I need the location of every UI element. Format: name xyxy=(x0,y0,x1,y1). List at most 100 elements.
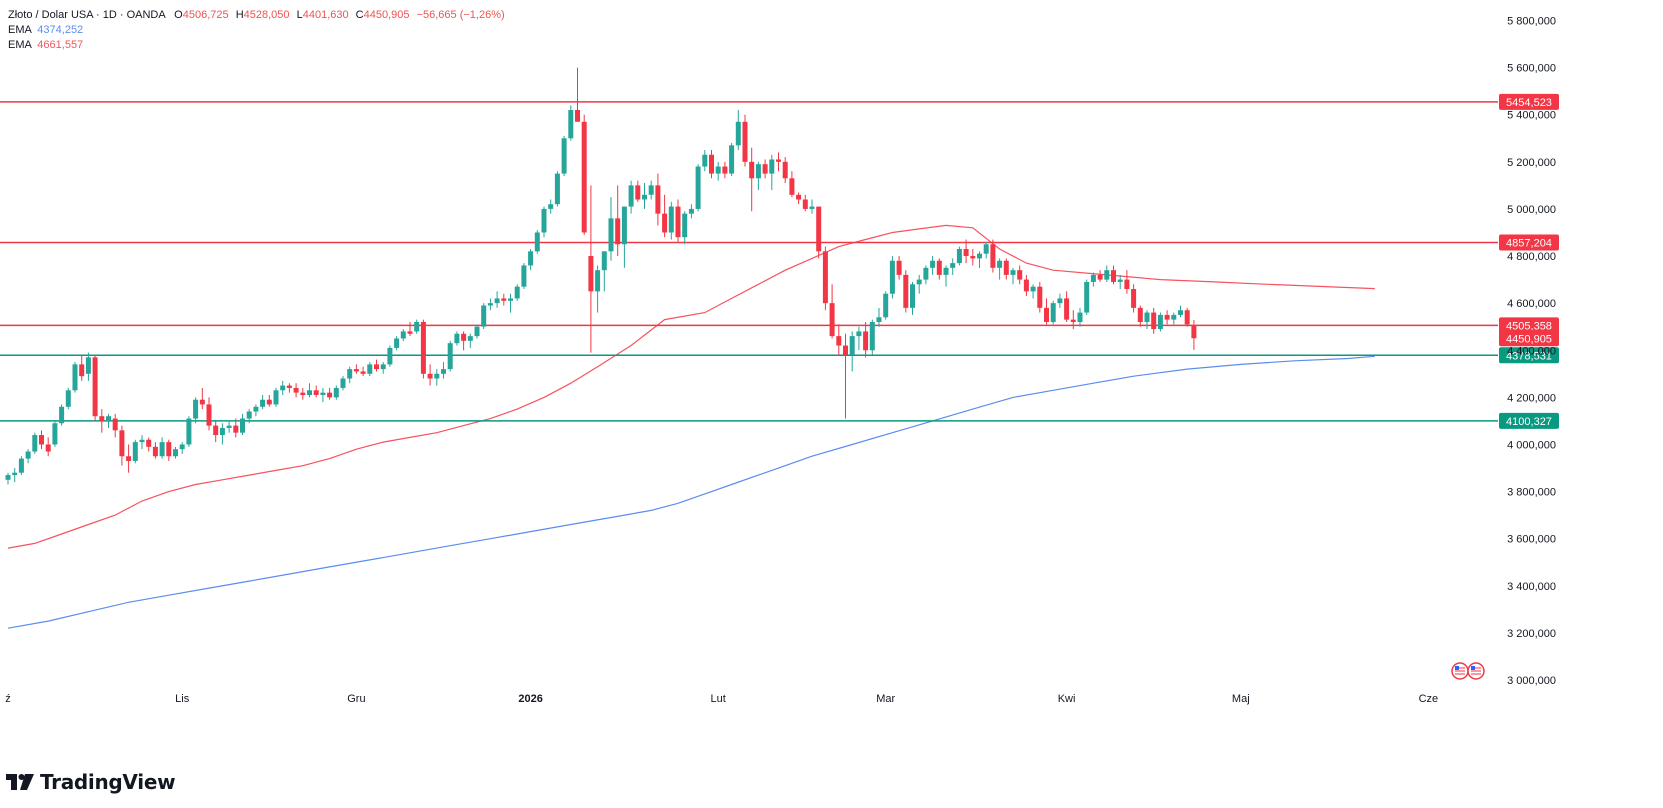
candle-body[interactable] xyxy=(1070,319,1076,322)
candle-body[interactable] xyxy=(782,161,788,179)
candle-body[interactable] xyxy=(286,385,292,388)
candle-body[interactable] xyxy=(1003,260,1009,275)
candle-body[interactable] xyxy=(568,110,574,139)
candle-body[interactable] xyxy=(474,326,480,337)
candle-body[interactable] xyxy=(253,406,259,412)
candle-body[interactable] xyxy=(702,154,708,167)
candle-body[interactable] xyxy=(776,159,781,162)
candle-body[interactable] xyxy=(802,199,808,209)
candle-body[interactable] xyxy=(675,206,681,238)
candle-body[interactable] xyxy=(447,343,453,370)
candle-body[interactable] xyxy=(467,336,473,341)
candle-body[interactable] xyxy=(199,399,205,405)
candle-body[interactable] xyxy=(548,204,554,209)
candle-body[interactable] xyxy=(755,164,761,179)
candle-body[interactable] xyxy=(112,418,118,431)
candle-body[interactable] xyxy=(1050,303,1056,322)
candle-body[interactable] xyxy=(353,369,359,372)
candle-body[interactable] xyxy=(1030,286,1036,292)
candle-body[interactable] xyxy=(1111,270,1116,282)
candle-body[interactable] xyxy=(1124,279,1130,290)
candle-body[interactable] xyxy=(320,392,326,396)
candle-body[interactable] xyxy=(554,173,560,205)
candle-body[interactable] xyxy=(206,404,212,426)
candle-body[interactable] xyxy=(943,267,949,275)
candle-body[interactable] xyxy=(1164,314,1170,320)
candle-body[interactable] xyxy=(18,458,24,473)
candle-body[interactable] xyxy=(273,390,279,405)
candle-body[interactable] xyxy=(930,260,936,268)
candle-body[interactable] xyxy=(307,390,312,396)
candle-body[interactable] xyxy=(508,298,513,301)
candle-body[interactable] xyxy=(1010,270,1016,275)
candle-body[interactable] xyxy=(501,298,507,301)
candle-body[interactable] xyxy=(400,331,406,339)
candle-body[interactable] xyxy=(159,442,165,457)
candle-body[interactable] xyxy=(119,430,125,457)
candle-body[interactable] xyxy=(454,333,460,344)
candle-body[interactable] xyxy=(293,387,299,393)
candle-body[interactable] xyxy=(226,425,232,428)
candle-body[interactable] xyxy=(521,265,527,287)
candle-body[interactable] xyxy=(990,244,996,268)
candle-body[interactable] xyxy=(65,390,71,407)
candle-body[interactable] xyxy=(936,260,942,275)
candle-body[interactable] xyxy=(126,456,132,461)
candle-body[interactable] xyxy=(769,159,775,174)
candle-body[interactable] xyxy=(79,364,85,377)
candle-body[interactable] xyxy=(72,364,78,391)
candle-body[interactable] xyxy=(608,218,614,252)
candle-body[interactable] xyxy=(340,378,346,388)
candle-body[interactable] xyxy=(1077,312,1083,322)
candle-body[interactable] xyxy=(374,364,379,370)
candle-body[interactable] xyxy=(1064,298,1070,320)
candle-body[interactable] xyxy=(92,357,98,417)
candle-body[interactable] xyxy=(856,331,862,337)
candle-body[interactable] xyxy=(621,206,627,245)
candle-body[interactable] xyxy=(695,166,701,209)
candle-body[interactable] xyxy=(25,451,31,459)
candle-body[interactable] xyxy=(796,194,802,200)
candle-body[interactable] xyxy=(420,321,426,374)
candle-body[interactable] xyxy=(52,423,58,445)
candle-body[interactable] xyxy=(1044,307,1049,322)
candle-body[interactable] xyxy=(822,251,828,304)
candle-body[interactable] xyxy=(414,321,420,332)
candle-body[interactable] xyxy=(903,274,909,308)
candle-body[interactable] xyxy=(561,138,567,174)
candle-body[interactable] xyxy=(1037,286,1043,308)
candle-body[interactable] xyxy=(963,248,969,257)
candle-body[interactable] xyxy=(588,256,594,292)
candle-body[interactable] xyxy=(367,364,373,374)
candle-body[interactable] xyxy=(749,161,755,179)
candle-body[interactable] xyxy=(916,279,922,285)
candle-body[interactable] xyxy=(575,110,580,122)
candle-body[interactable] xyxy=(12,472,18,476)
candle-body[interactable] xyxy=(487,303,493,306)
candle-body[interactable] xyxy=(106,416,111,421)
candle-body[interactable] xyxy=(1057,298,1063,304)
candle-body[interactable] xyxy=(132,442,138,461)
candle-body[interactable] xyxy=(642,194,647,200)
candle-body[interactable] xyxy=(970,256,976,259)
candle-body[interactable] xyxy=(394,338,400,348)
candle-body[interactable] xyxy=(240,418,245,433)
candle-body[interactable] xyxy=(85,357,91,374)
candle-body[interactable] xyxy=(997,260,1003,268)
candle-body[interactable] xyxy=(635,185,641,200)
candle-body[interactable] xyxy=(1144,312,1150,322)
candle-body[interactable] xyxy=(722,166,728,174)
candle-body[interactable] xyxy=(407,331,413,334)
candle-body[interactable] xyxy=(427,373,433,379)
candle-body[interactable] xyxy=(1131,289,1137,308)
candle-body[interactable] xyxy=(313,390,319,396)
candle-body[interactable] xyxy=(869,321,875,351)
candle-body[interactable] xyxy=(387,347,393,365)
candle-body[interactable] xyxy=(1191,325,1197,339)
candle-body[interactable] xyxy=(983,244,989,254)
candle-body[interactable] xyxy=(829,303,835,337)
candle-body[interactable] xyxy=(977,253,982,259)
candle-body[interactable] xyxy=(360,371,366,374)
candle-body[interactable] xyxy=(461,333,467,341)
